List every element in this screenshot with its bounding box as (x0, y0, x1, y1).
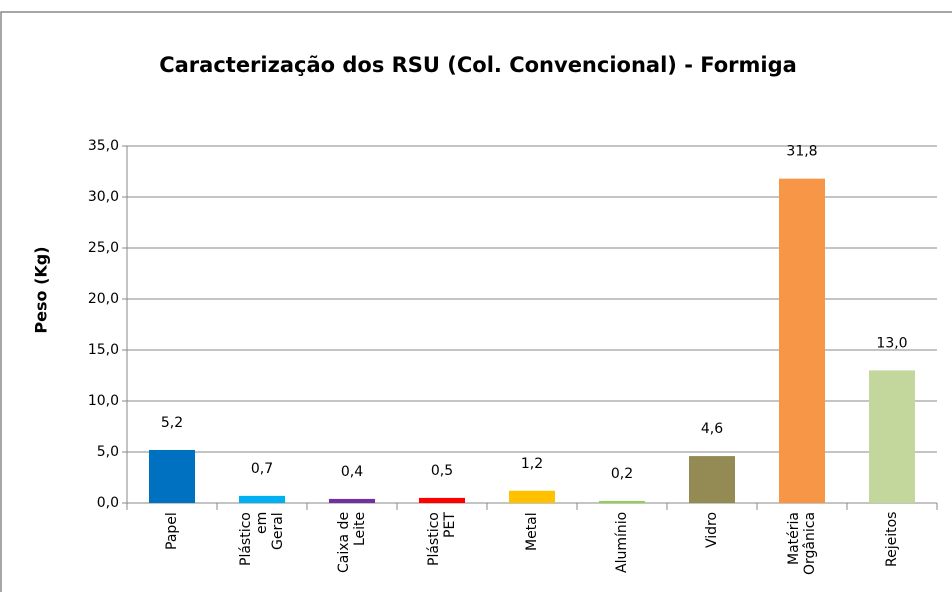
x-tick-label: Vidro (704, 512, 720, 549)
bar (239, 495, 285, 503)
x-tick-label: Metal (524, 512, 540, 551)
chart-title: Caracterização dos RSU (Col. Convenciona… (159, 53, 797, 77)
y-tick-label: 0,0 (97, 495, 119, 511)
y-tick-label: 10,0 (88, 393, 119, 409)
x-tick-label: Matéria Orgânica (786, 512, 818, 576)
value-label: 31,8 (786, 144, 817, 160)
value-label: 0,4 (341, 464, 363, 480)
value-label: 5,2 (161, 415, 183, 431)
y-tick-label: 30,0 (88, 189, 119, 205)
value-label: 1,2 (521, 456, 543, 472)
value-label: 0,2 (611, 466, 633, 482)
value-label: 0,7 (251, 461, 273, 477)
bar (509, 490, 555, 503)
y-tick-label: 25,0 (88, 240, 119, 256)
x-tick-label: Caixa de Leite (336, 512, 368, 574)
bar (149, 449, 195, 503)
bar (329, 498, 375, 503)
y-tick-label: 15,0 (88, 342, 119, 358)
bar (779, 178, 825, 503)
x-tick-label: Plástico PET (426, 512, 458, 566)
x-tick-label: Papel (164, 512, 180, 550)
value-label: 4,6 (701, 421, 723, 437)
y-tick-label: 20,0 (88, 291, 119, 307)
value-label: 13,0 (876, 335, 907, 351)
y-axis-label: Peso (Kg) (32, 246, 51, 333)
y-tick-label: 35,0 (88, 138, 119, 154)
bar (869, 370, 915, 503)
y-tick-label: 5,0 (97, 444, 119, 460)
bar (689, 456, 735, 503)
bar (419, 497, 465, 503)
bar (599, 500, 645, 503)
value-label: 0,5 (431, 463, 453, 479)
x-tick-label: Alumínio (614, 512, 630, 574)
x-tick-label: Plástico em Geral (238, 512, 286, 566)
x-tick-label: Rejeitos (884, 512, 900, 568)
